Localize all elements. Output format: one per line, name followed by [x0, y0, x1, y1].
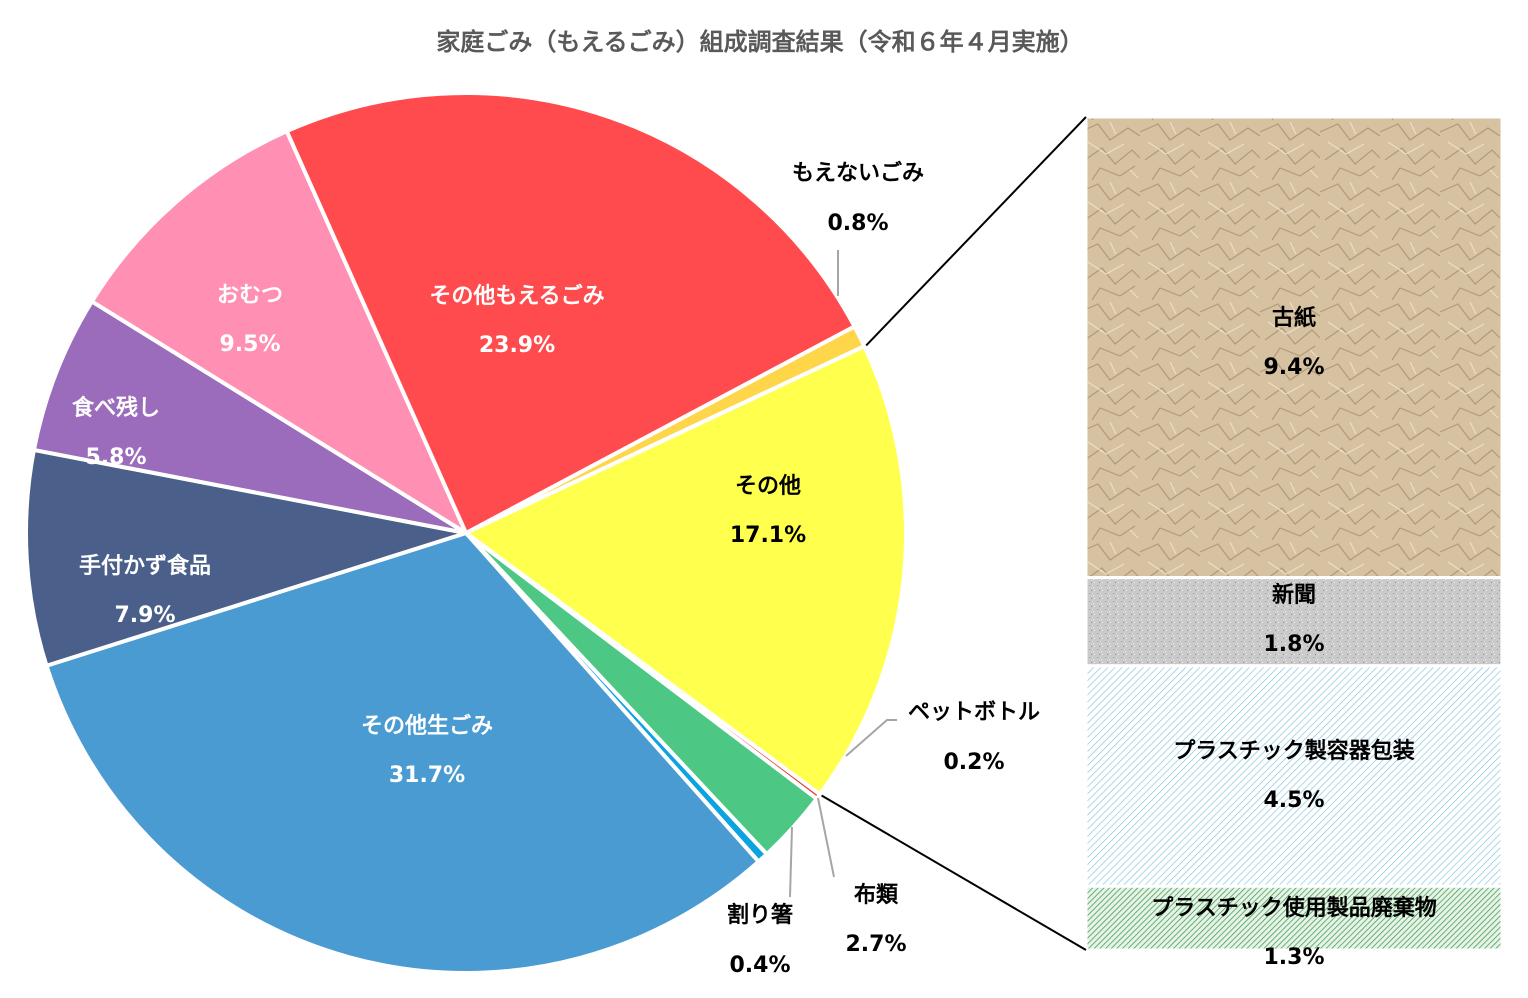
pie-slice-10	[284, 91, 857, 535]
bar-label-name: 古紙	[1272, 305, 1316, 331]
pie	[23, 91, 908, 975]
bar-segment-1	[1084, 115, 1504, 580]
slice-label-value: 17.1%	[730, 523, 806, 548]
leader-line	[789, 826, 793, 898]
pie-slice-9	[89, 129, 468, 535]
slice-label-value: 9.5%	[219, 332, 280, 357]
slice-label-value: 2.7%	[845, 932, 906, 957]
slice-label-name: 手付かず食品	[79, 553, 211, 579]
bar-label-value: 1.3%	[1263, 945, 1324, 970]
slice-label-value: 0.4%	[729, 953, 790, 978]
chart-title: 家庭ごみ（もえるごみ）組成調査結果（令和６年４月実施）	[436, 28, 1083, 56]
slice-label-value: 5.8%	[85, 445, 146, 470]
pie-slice-2	[464, 344, 908, 797]
slice-label-name: 布類	[854, 882, 899, 908]
slice-label-name: その他	[735, 474, 801, 499]
connector-top	[865, 116, 1087, 347]
pie-slice-7	[23, 447, 468, 668]
data-labels: もえないごみ 0.8% その他 17.1% ペットボトル 0.2% 布類 2.7% 割り箸 0.4…	[72, 160, 1437, 978]
slice-label-name: もえないごみ	[792, 160, 924, 186]
bar-segment-3	[1084, 664, 1504, 888]
stacked-bar	[1084, 115, 1504, 952]
slice-label-name: 食べ残し	[72, 395, 160, 421]
bar-label-name: プラスチック使用製品廃棄物	[1151, 895, 1437, 921]
bar-label-name: 新聞	[1272, 582, 1316, 608]
slice-label-value: 7.9%	[114, 603, 175, 628]
bar-segment-4	[1084, 884, 1504, 952]
slice-label-name: 割り箸	[727, 902, 793, 928]
connector-bottom	[821, 794, 1087, 951]
connector-lines	[789, 116, 1087, 951]
bar-label-value: 4.5%	[1263, 788, 1324, 813]
leader-line	[817, 797, 835, 878]
bar-label-value: 1.8%	[1263, 632, 1324, 657]
pie-slice-6	[44, 531, 761, 975]
slice-label-name: おむつ	[217, 283, 283, 308]
slice-label-value: 23.9%	[479, 333, 555, 358]
slice-label-name: その他生ごみ	[361, 713, 493, 739]
leader-line	[845, 719, 897, 757]
slice-label-name: ペットボトル	[908, 700, 1040, 725]
pie-slice-8	[31, 299, 468, 535]
bar-label-name: プラスチック製容器包装	[1173, 738, 1415, 764]
slice-label-value: 0.8%	[827, 211, 888, 236]
slice-label-name: その他もえるごみ	[429, 283, 604, 309]
slice-label-value: 0.2%	[943, 750, 1004, 775]
bar-label-value: 9.4%	[1263, 355, 1324, 380]
slice-label-value: 31.7%	[389, 763, 465, 788]
